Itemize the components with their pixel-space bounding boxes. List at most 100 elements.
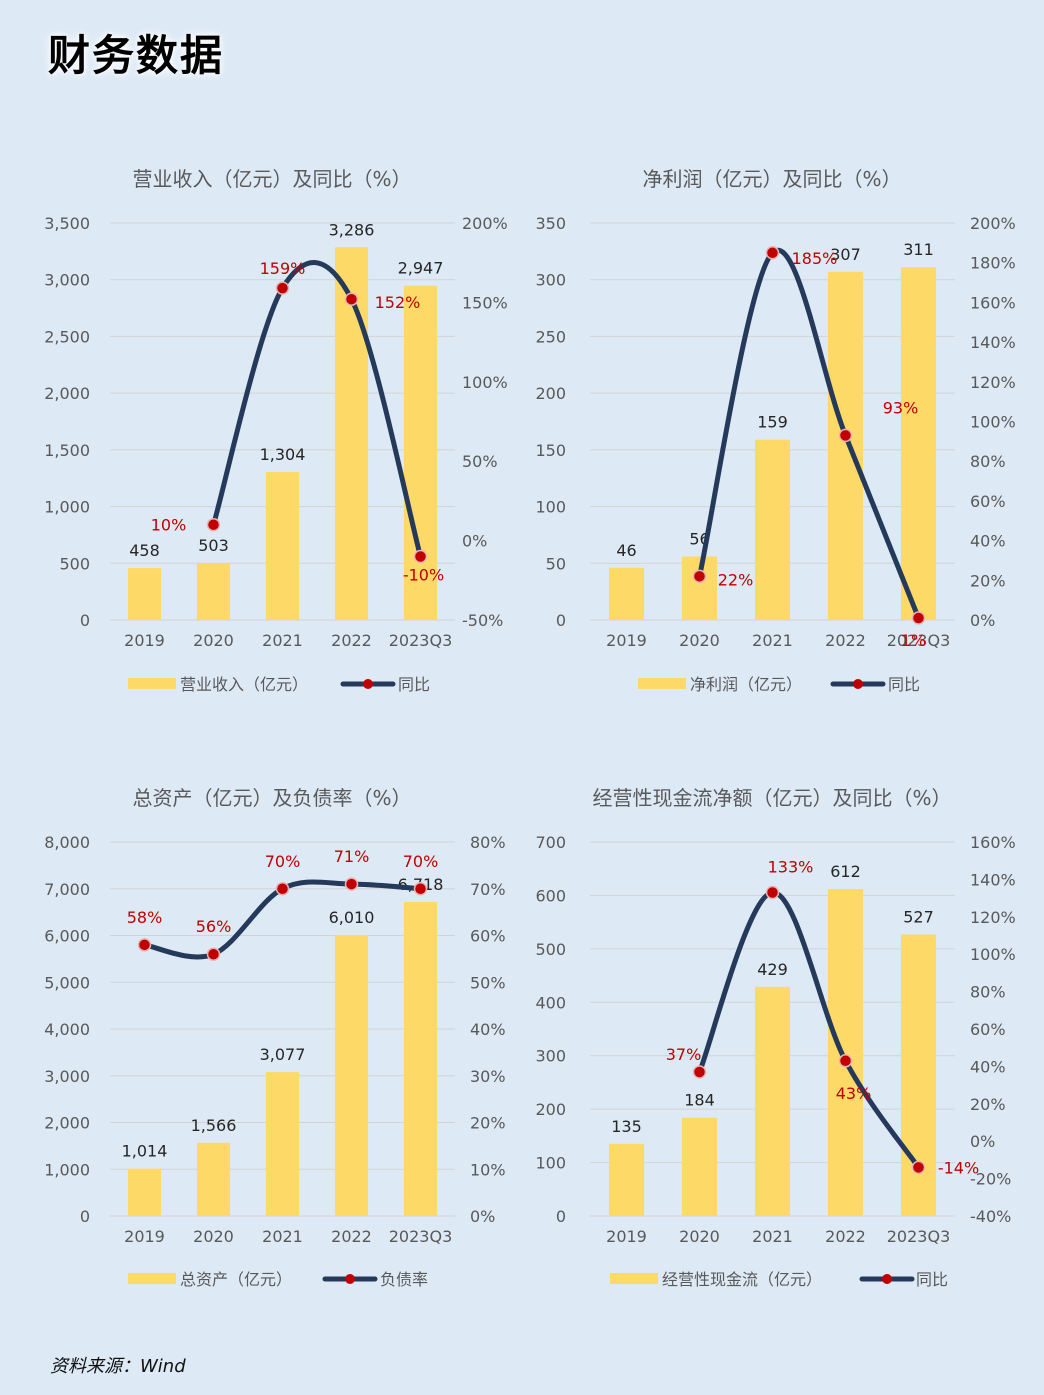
chart-3-line-point <box>344 877 359 891</box>
chart-2-bar <box>827 271 864 620</box>
chart-2-right-tick: 60% <box>970 492 1006 511</box>
chart-4-category-label: 2023Q3 <box>887 1227 951 1246</box>
chart-4-line-point <box>765 885 780 900</box>
chart-3-line-label: 70% <box>403 852 439 871</box>
chart-3-legend-line-label: 负债率 <box>380 1270 428 1289</box>
chart-3-category-label: 2023Q3 <box>389 1227 453 1246</box>
chart-4-bar <box>754 986 791 1216</box>
chart-2-category-label: 2021 <box>752 631 793 650</box>
chart-1-line-label: 152% <box>375 293 421 312</box>
chart-1-bar <box>127 568 162 620</box>
chart-4-bar-label: 184 <box>684 1091 715 1110</box>
chart-1-line-point <box>413 549 428 564</box>
chart-3-left-tick: 3,000 <box>44 1067 90 1086</box>
chart-3-right-tick: 50% <box>470 973 506 992</box>
chart-3-line-label: 58% <box>127 908 163 927</box>
chart-3-legend-bar-swatch <box>128 1273 176 1284</box>
chart-2-legend-bar-swatch <box>638 678 686 689</box>
chart-3-bar-label: 1,014 <box>122 1142 168 1161</box>
chart-4-right-tick: 140% <box>970 870 1016 889</box>
chart-3-bar-label: 3,077 <box>260 1045 306 1064</box>
chart-3-right-tick: 40% <box>470 1020 506 1039</box>
chart-2-bar-label: 159 <box>757 413 788 432</box>
chart-3-right-tick: 10% <box>470 1160 506 1179</box>
chart-1-bar <box>334 247 369 620</box>
chart-4-legend-bar-swatch <box>610 1273 658 1284</box>
chart-2-left-tick: 200 <box>535 384 566 403</box>
chart-3-bar-label: 6,010 <box>329 908 375 927</box>
chart-1-bar-label: 2,947 <box>398 259 444 278</box>
chart-1-line-label: -10% <box>403 565 444 584</box>
chart-4-right-tick: 60% <box>970 1020 1006 1039</box>
chart-3-line-point <box>275 882 290 896</box>
chart-1-left-tick: 0 <box>80 611 90 630</box>
chart-4-line-label: 37% <box>666 1045 702 1064</box>
chart-3-line-label: 56% <box>196 917 232 936</box>
chart-3-right-tick: 20% <box>470 1114 506 1133</box>
chart-3-right-tick: 60% <box>470 927 506 946</box>
chart-1-category-label: 2023Q3 <box>389 631 453 650</box>
chart-3-title: 总资产（亿元）及负债率（%） <box>132 786 411 810</box>
chart-2-right-tick: 140% <box>970 333 1016 352</box>
chart-2-bar <box>754 439 791 620</box>
chart-2-left-tick: 350 <box>535 214 566 233</box>
chart-4-left-tick: 0 <box>556 1207 566 1226</box>
chart-3-legend-line-marker <box>345 1274 355 1284</box>
chart-2-left-tick: 150 <box>535 441 566 460</box>
chart-4-line-point <box>838 1054 853 1068</box>
chart-4-bar <box>681 1117 718 1216</box>
chart-4-category-label: 2021 <box>752 1227 793 1246</box>
chart-2-category-label: 2019 <box>606 631 647 650</box>
chart-4-left-tick: 200 <box>535 1100 566 1119</box>
chart-2-line-point <box>692 569 707 584</box>
chart-4-legend-line-label: 同比 <box>916 1270 948 1289</box>
chart-3-left-tick: 8,000 <box>44 833 90 852</box>
chart-2-right-tick: 0% <box>970 611 995 630</box>
chart-2-left-tick: 300 <box>535 271 566 290</box>
chart-1-category-label: 2020 <box>193 631 234 650</box>
chart-2-right-tick: 40% <box>970 532 1006 551</box>
chart-3-left-tick: 2,000 <box>44 1114 90 1133</box>
chart-1-bar-label: 1,304 <box>260 445 306 464</box>
chart-1-bar-label: 3,286 <box>329 220 375 239</box>
chart-4-line <box>697 889 921 1170</box>
chart-3-line-label: 71% <box>334 847 370 866</box>
chart-3-left-tick: 5,000 <box>44 973 90 992</box>
chart-4-left-tick: 500 <box>535 940 566 959</box>
chart-3-bar <box>127 1168 162 1216</box>
chart-1-left-tick: 2,000 <box>44 384 90 403</box>
chart-3-right-tick: 70% <box>470 880 506 899</box>
chart-1-right-tick: 150% <box>462 293 508 312</box>
chart-2-bar-label: 307 <box>830 245 861 264</box>
chart-4-right-tick: 20% <box>970 1095 1006 1114</box>
chart-1-line-point <box>344 292 359 306</box>
chart-4-left-tick: 600 <box>535 886 566 905</box>
chart-3-right-tick: 80% <box>470 833 506 852</box>
chart-3-line-point <box>413 882 428 896</box>
chart-4-line-label: 133% <box>768 857 814 876</box>
chart-4-bar-label: 527 <box>903 907 934 926</box>
chart-1-right-tick: 200% <box>462 214 508 233</box>
chart-4-right-tick: 160% <box>970 833 1016 852</box>
chart-2-left-tick: 0 <box>556 611 566 630</box>
chart-4-right-tick: 0% <box>970 1132 995 1151</box>
chart-3-bar <box>265 1072 300 1216</box>
chart-2-line-point <box>765 246 780 260</box>
chart-3-category-label: 2022 <box>331 1227 372 1246</box>
chart-1-left-tick: 3,500 <box>44 214 90 233</box>
chart-4-category-label: 2020 <box>679 1227 720 1246</box>
chart-1-bar-label: 503 <box>198 536 229 555</box>
chart-4-bar <box>827 889 864 1216</box>
chart-3-right-tick: 0% <box>470 1207 495 1226</box>
chart-2-category-label: 2023Q3 <box>887 631 951 650</box>
chart-1-right-tick: 50% <box>462 452 498 471</box>
chart-1-bar <box>265 472 300 620</box>
chart-1-legend-bar-swatch <box>128 678 176 689</box>
chart-2-line-point <box>838 428 853 443</box>
chart-1-bar <box>196 562 231 620</box>
chart-2-right-tick: 180% <box>970 254 1016 273</box>
chart-1-line-label: 159% <box>260 259 306 278</box>
chart-4-left-tick: 300 <box>535 1047 566 1066</box>
chart-4-right-tick: 40% <box>970 1057 1006 1076</box>
chart-4-right-tick: -20% <box>970 1170 1011 1189</box>
